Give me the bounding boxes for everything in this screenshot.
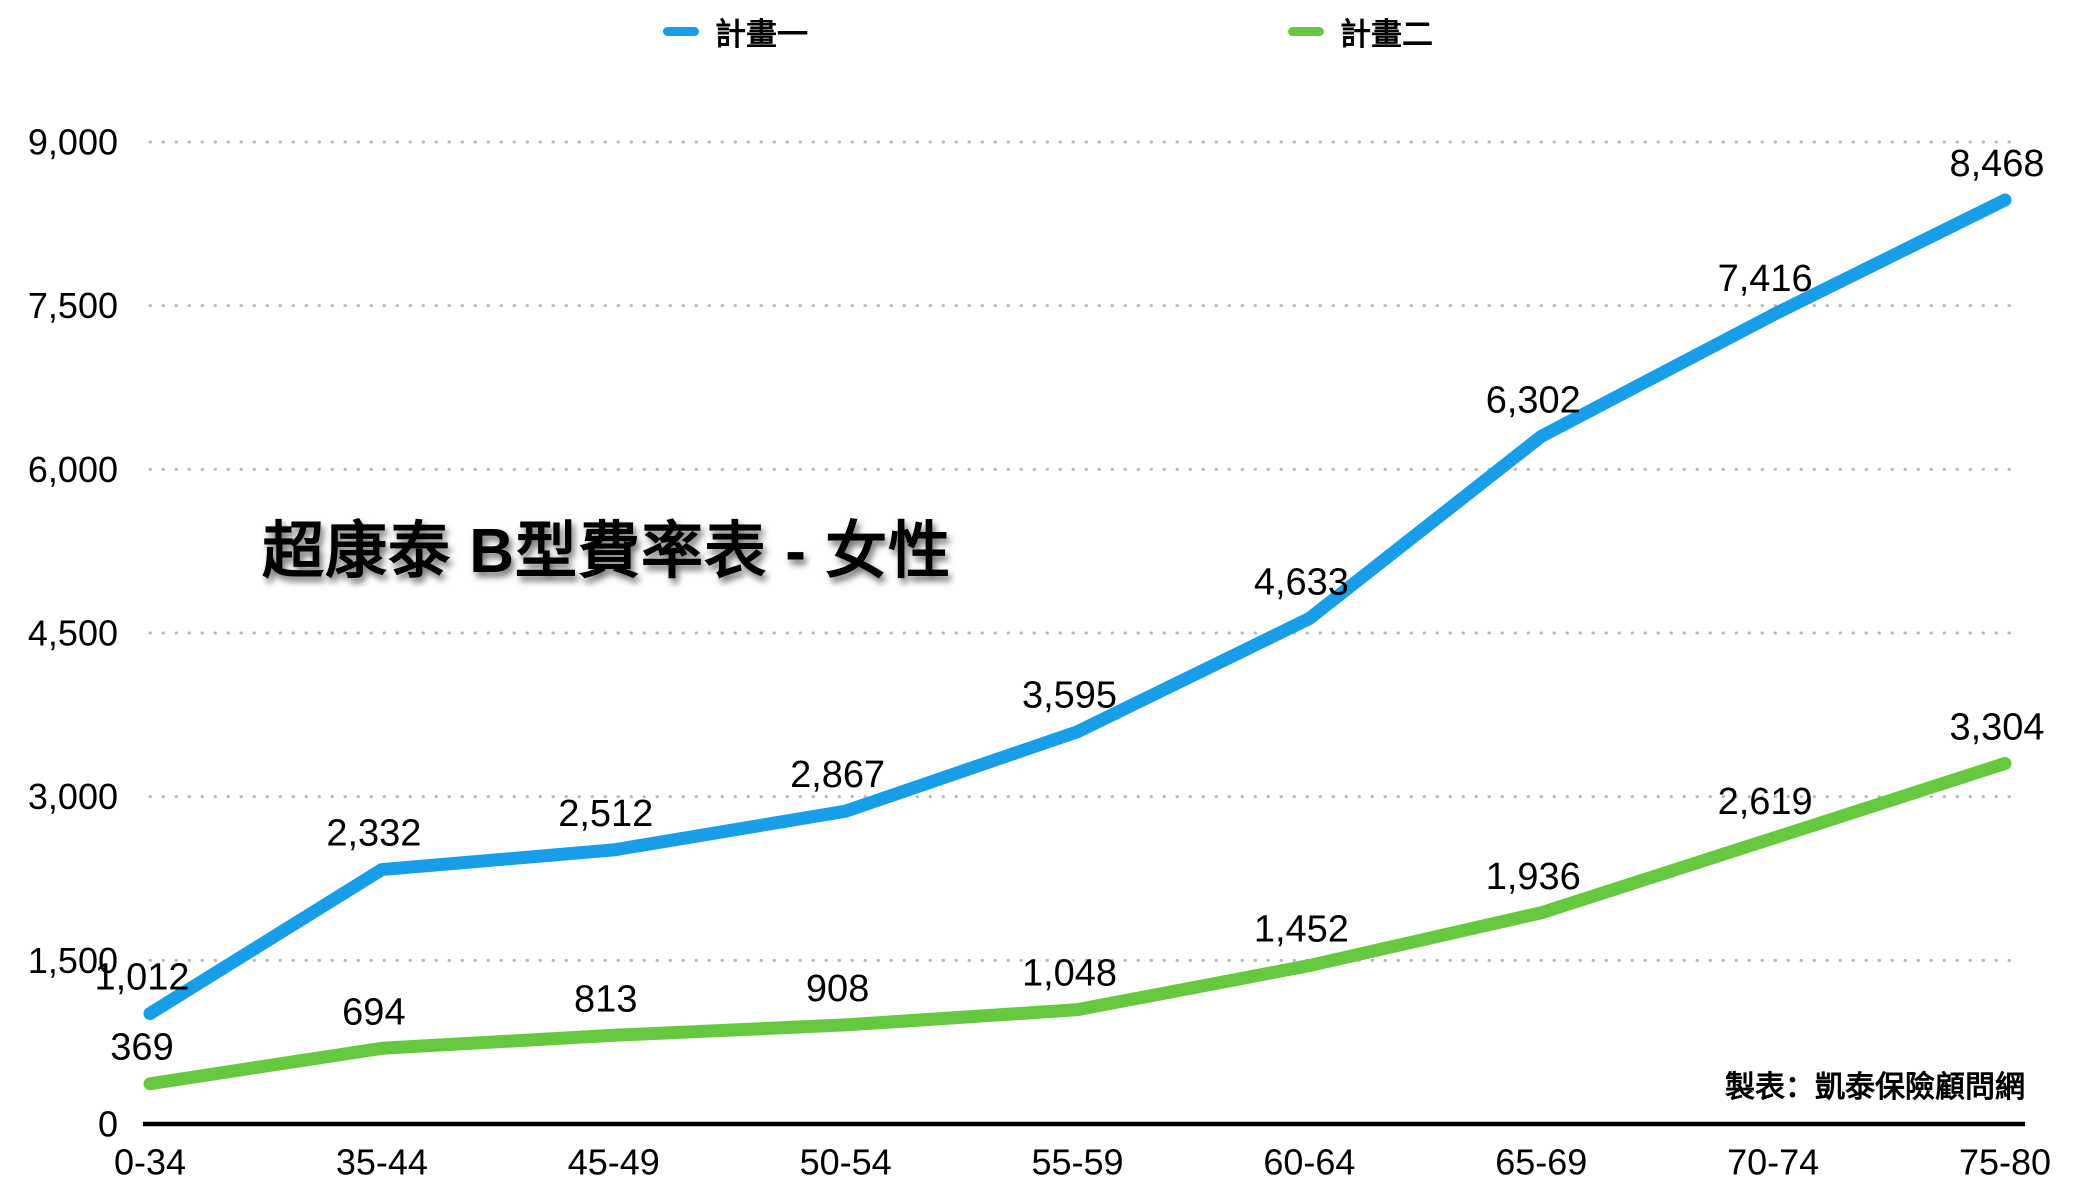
x-axis-tick-label: 60-64	[1263, 1141, 1355, 1182]
data-label-series1: 2,867	[790, 754, 885, 796]
data-label-series2: 694	[342, 991, 405, 1033]
legend-label-plan1: 計畫一	[715, 16, 808, 52]
plan1-line-swatch-icon	[663, 26, 699, 36]
y-axis-tick-label: 9,000	[28, 122, 118, 163]
chart-title: 超康泰 B型費率表 - 女性	[262, 517, 952, 586]
y-axis-tick-label: 4,500	[28, 613, 118, 654]
data-label-series1: 2,512	[558, 793, 653, 835]
y-axis-tick-label: 3,000	[28, 776, 118, 817]
data-label-series2: 1,048	[1022, 953, 1117, 995]
plan2-line-swatch-icon	[1288, 26, 1324, 36]
data-label-series2: 813	[574, 978, 637, 1020]
data-label-series2: 908	[806, 968, 869, 1010]
legend-item-plan2: 計畫二	[1288, 8, 1433, 54]
x-axis-tick-label: 55-59	[1031, 1141, 1123, 1182]
y-axis-tick-label: 6,000	[28, 449, 118, 490]
legend-item-plan1: 計畫一	[663, 8, 808, 54]
data-label-series2: 2,619	[1718, 781, 1813, 823]
legend-label-plan2: 計畫二	[1340, 16, 1433, 52]
x-axis-tick-label: 70-74	[1727, 1141, 1819, 1182]
data-label-series1: 6,302	[1486, 379, 1581, 421]
data-label-series2: 1,452	[1254, 909, 1349, 951]
x-axis-tick-label: 50-54	[800, 1141, 892, 1182]
x-axis-tick-label: 45-49	[568, 1141, 660, 1182]
x-axis-tick-label: 35-44	[336, 1141, 428, 1182]
chart-credit: 製表：凱泰保險顧問網	[1725, 1071, 2025, 1104]
data-label-series1: 3,595	[1022, 675, 1117, 717]
y-axis-tick-label: 1,500	[28, 940, 118, 981]
x-axis-tick-label: 0-34	[114, 1141, 186, 1182]
x-axis-tick-label: 65-69	[1495, 1141, 1587, 1182]
data-label-series2: 1,936	[1486, 856, 1581, 898]
data-label-series2: 369	[110, 1027, 173, 1069]
data-label-series1: 4,633	[1254, 561, 1349, 603]
y-axis-tick-label: 7,500	[28, 285, 118, 326]
data-label-series1: 1,012	[94, 957, 189, 999]
x-axis-tick-label: 75-80	[1959, 1141, 2051, 1182]
series-line-1	[143, 193, 2012, 1021]
series-line-2	[143, 756, 2012, 1091]
data-label-series1: 2,332	[326, 813, 421, 855]
y-axis-tick-label: 0	[98, 1104, 118, 1145]
data-label-series1: 7,416	[1718, 258, 1813, 300]
data-label-series1: 8,468	[1949, 143, 2044, 185]
data-label-series2: 3,304	[1949, 706, 2044, 748]
